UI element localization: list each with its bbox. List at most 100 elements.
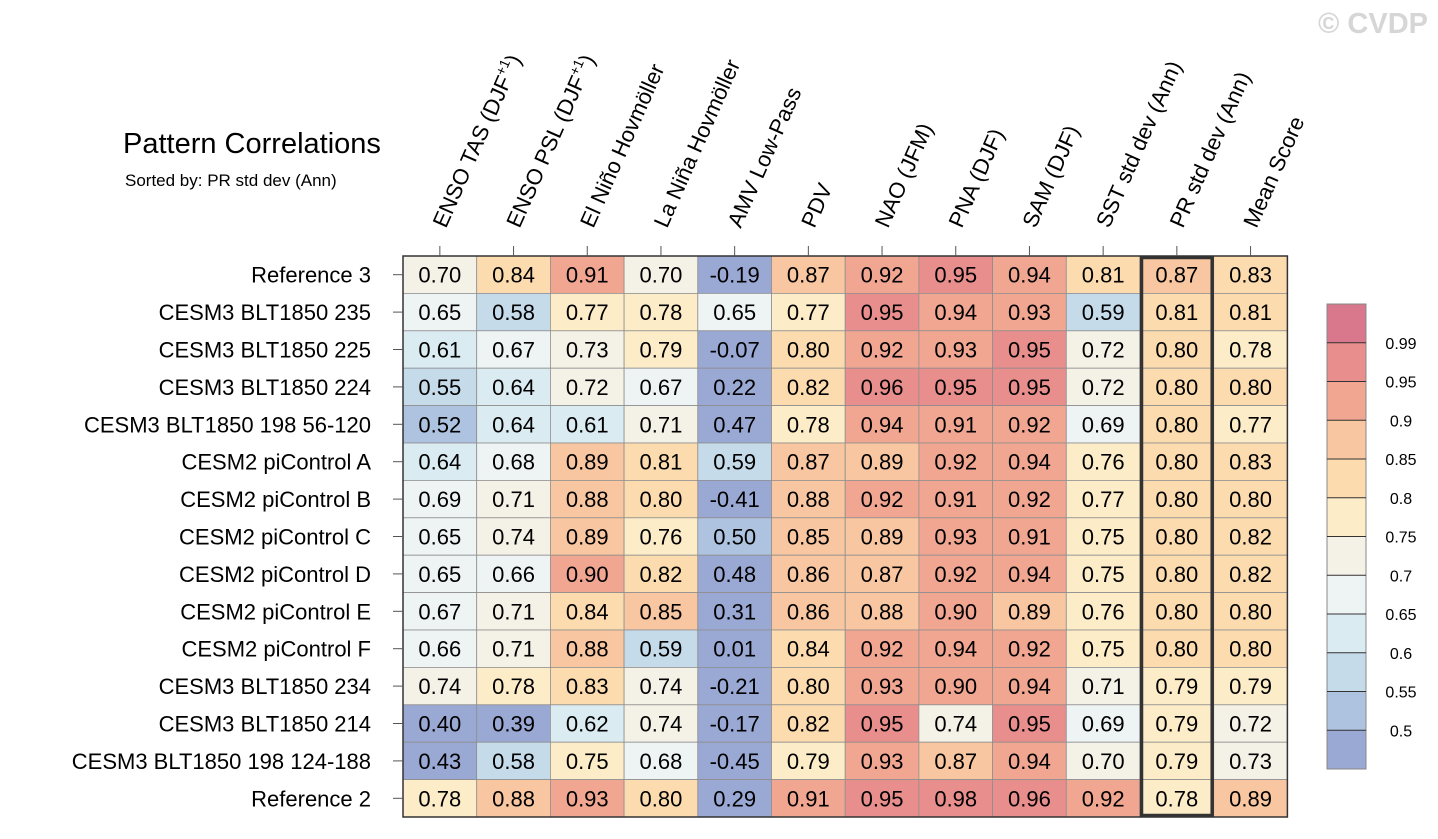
cell-value: 0.22 <box>713 375 756 400</box>
cell-value: 0.65 <box>418 525 461 550</box>
cell-value: 0.72 <box>1229 712 1272 737</box>
cell-value: -0.19 <box>710 263 760 288</box>
cell-value: 0.69 <box>418 487 461 512</box>
chart-title: Pattern Correlations <box>123 128 381 160</box>
cell-value: 0.77 <box>566 300 609 325</box>
watermark: © CVDP <box>1318 8 1428 40</box>
cell-value: 0.92 <box>934 450 977 475</box>
cell-value: 0.67 <box>640 375 683 400</box>
cell-value: 0.87 <box>861 562 904 587</box>
cell-value: 0.79 <box>1229 674 1272 699</box>
cell-value: 0.96 <box>1008 786 1051 811</box>
cell-value: 0.75 <box>1082 637 1125 662</box>
cell-value: 0.87 <box>787 263 830 288</box>
cell-value: 0.82 <box>640 562 683 587</box>
cell-value: 0.68 <box>492 450 535 475</box>
cell-value: 0.80 <box>1155 412 1198 437</box>
cell-value: -0.17 <box>710 712 760 737</box>
row-label-cesm2-picontrol-d: CESM2 piControl D <box>179 562 371 587</box>
cell-value: 0.40 <box>418 712 461 737</box>
colorbar-swatch <box>1327 614 1366 653</box>
colorbar-tick-label: 0.6 <box>1390 646 1412 663</box>
heatmap-cells: 0.70 0.84 0.91 0.70 -0.19 0.87 0.92 0.95 0.94 0.8… <box>403 256 1287 817</box>
colorbar-tick-label: 0.5 <box>1390 723 1412 740</box>
cell-value: 0.94 <box>861 412 904 437</box>
cell-value: 0.70 <box>418 263 461 288</box>
cell-value: 0.81 <box>640 450 683 475</box>
cell-value: 0.93 <box>566 786 609 811</box>
cell-value: 0.43 <box>418 749 461 774</box>
cell-value: 0.93 <box>861 749 904 774</box>
colorbar-tick-label: 0.8 <box>1390 491 1412 508</box>
cell-value: 0.91 <box>787 786 830 811</box>
colorbar-tick-label: 0.9 <box>1390 413 1412 430</box>
row-label-cesm3-blt1850-234: CESM3 BLT1850 234 <box>159 674 371 699</box>
cell-value: 0.76 <box>1082 450 1125 475</box>
colorbar-tick-label: 0.55 <box>1385 685 1416 702</box>
cell-value: 0.84 <box>492 263 535 288</box>
cell-value: 0.48 <box>713 562 756 587</box>
cell-value: 0.58 <box>492 749 535 774</box>
colorbar-swatch <box>1327 420 1366 459</box>
cell-value: 0.88 <box>492 786 535 811</box>
cell-value: 0.90 <box>566 562 609 587</box>
cell-value: 0.70 <box>640 263 683 288</box>
cell-value: 0.67 <box>418 599 461 624</box>
cell-value: 0.95 <box>1008 712 1051 737</box>
cell-value: 0.94 <box>934 300 977 325</box>
cell-value: 0.89 <box>861 525 904 550</box>
colorbar: 0.50.550.60.650.70.750.80.850.90.950.99 <box>1327 304 1417 769</box>
cell-value: 0.94 <box>1008 263 1051 288</box>
row-label-cesm2-picontrol-c: CESM2 piControl C <box>179 525 371 550</box>
column-label-sam-djf: SAM (DJF) <box>1017 122 1084 232</box>
cell-value: 0.78 <box>787 412 830 437</box>
cell-value: 0.90 <box>934 674 977 699</box>
cell-value: 0.87 <box>787 450 830 475</box>
row-label-cesm2-picontrol-e: CESM2 piControl E <box>180 599 371 624</box>
cell-value: 0.87 <box>1155 263 1198 288</box>
cell-value: 0.69 <box>1082 712 1125 737</box>
pattern-correlation-heatmap: © CVDP Pattern Correlations Sorted by: P… <box>0 0 1438 839</box>
cell-value: 0.95 <box>934 375 977 400</box>
cell-value: 0.74 <box>640 674 683 699</box>
row-label-cesm3-blt1850-214: CESM3 BLT1850 214 <box>159 712 371 737</box>
column-labels: ENSO TAS (DJF+1)ENSO PSL (DJF+1)El Niño … <box>426 50 1310 256</box>
colorbar-tick-label: 0.99 <box>1385 336 1416 353</box>
cell-value: 0.59 <box>640 637 683 662</box>
cell-value: 0.79 <box>640 338 683 363</box>
row-label-cesm3-blt1850-225: CESM3 BLT1850 225 <box>159 338 371 363</box>
cell-value: 0.92 <box>1082 786 1125 811</box>
cell-value: 0.68 <box>640 749 683 774</box>
cell-value: 0.87 <box>934 749 977 774</box>
colorbar-swatch <box>1327 730 1366 769</box>
cell-value: 0.79 <box>787 749 830 774</box>
column-label-mean-score: Mean Score <box>1238 112 1309 231</box>
cell-value: 0.74 <box>418 674 461 699</box>
row-label-reference-2: Reference 2 <box>251 786 371 811</box>
cell-value: 0.80 <box>787 674 830 699</box>
colorbar-swatch <box>1327 382 1366 421</box>
cell-value: 0.80 <box>640 487 683 512</box>
cell-value: 0.95 <box>1008 338 1051 363</box>
cell-value: 0.79 <box>1155 712 1198 737</box>
cell-value: 0.98 <box>934 786 977 811</box>
colorbar-tick-label: 0.7 <box>1390 568 1412 585</box>
cell-value: 0.72 <box>1082 338 1125 363</box>
colorbar-tick-label: 0.65 <box>1385 607 1416 624</box>
row-label-reference-3: Reference 3 <box>251 263 371 288</box>
cell-value: 0.71 <box>492 599 535 624</box>
cell-value: 0.80 <box>1155 338 1198 363</box>
cell-value: 0.93 <box>1008 300 1051 325</box>
cell-value: 0.77 <box>1229 412 1272 437</box>
cell-value: 0.31 <box>713 599 756 624</box>
cell-value: 0.77 <box>1082 487 1125 512</box>
cell-value: 0.83 <box>1229 263 1272 288</box>
cell-value: -0.07 <box>710 338 760 363</box>
cell-value: 0.94 <box>1008 562 1051 587</box>
cell-value: 0.79 <box>1155 749 1198 774</box>
colorbar-swatch <box>1327 653 1366 692</box>
cell-value: 0.89 <box>1229 786 1272 811</box>
cell-value: 0.64 <box>492 375 535 400</box>
cell-value: 0.88 <box>861 599 904 624</box>
colorbar-swatch <box>1327 343 1366 382</box>
